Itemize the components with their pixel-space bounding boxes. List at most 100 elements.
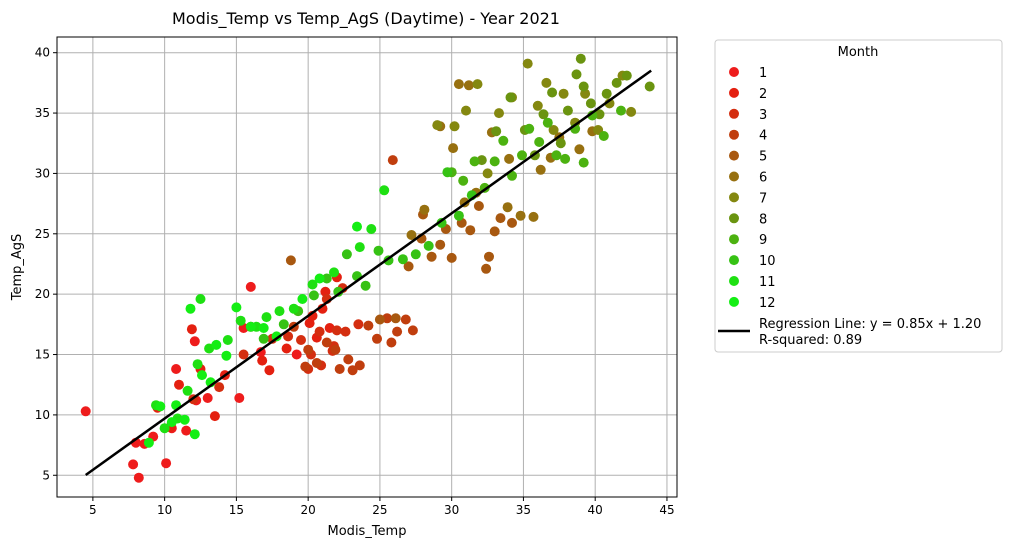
data-point [419, 204, 430, 215]
data-point [264, 365, 275, 376]
data-point [143, 437, 154, 448]
data-point [538, 109, 549, 120]
data-point [235, 315, 246, 326]
data-point [400, 314, 411, 325]
data-point [374, 314, 385, 325]
data-point [432, 120, 443, 131]
data-point [179, 414, 190, 425]
data-point [366, 224, 377, 234]
regression-layer [84, 69, 652, 476]
y-tick-label: 10 [35, 408, 50, 422]
data-point [558, 88, 569, 99]
legend-label: 7 [759, 191, 767, 206]
scatter-points [80, 53, 655, 483]
data-point [535, 164, 546, 175]
x-tick-label: 10 [157, 503, 172, 517]
data-point [598, 131, 609, 141]
legend-entry: 3 [729, 108, 767, 123]
data-point [465, 225, 476, 236]
y-tick-label: 15 [35, 348, 50, 362]
data-point [288, 303, 299, 314]
data-point [297, 294, 308, 304]
data-point [461, 105, 471, 116]
data-point [423, 240, 434, 251]
y-tick-label: 40 [35, 46, 50, 60]
data-point [245, 281, 256, 292]
data-point [560, 153, 571, 164]
data-point [181, 425, 192, 436]
legend-label: 10 [759, 254, 776, 269]
data-point [321, 273, 332, 284]
data-point [360, 280, 371, 291]
legend-marker [729, 234, 739, 245]
data-point [534, 137, 545, 147]
legend-label: 8 [759, 212, 767, 227]
legend-label: 9 [759, 233, 767, 248]
data-point [372, 333, 382, 344]
data-point [504, 153, 515, 164]
data-point [171, 364, 182, 374]
series-month-5 [285, 201, 517, 325]
legend-entry: 10 [729, 254, 776, 269]
data-point [482, 168, 493, 179]
data-point [551, 150, 562, 161]
legend-marker [729, 108, 739, 119]
data-point [495, 213, 506, 224]
legend-marker [729, 192, 739, 203]
x-tick-label: 25 [372, 503, 387, 517]
data-point [575, 53, 586, 64]
data-point [435, 239, 446, 250]
data-point [155, 401, 166, 412]
data-point [532, 100, 543, 111]
y-tick-label: 20 [35, 287, 50, 301]
data-point [307, 279, 318, 290]
data-point [296, 335, 306, 345]
data-point [379, 185, 390, 196]
data-point [261, 312, 272, 323]
data-point [353, 319, 364, 330]
data-point [505, 92, 516, 103]
x-tick-label: 15 [229, 503, 244, 517]
data-point [403, 261, 414, 272]
y-ticks: 5 10 15 20 25 30 35 40 [35, 46, 57, 482]
x-tick-label: 5 [89, 503, 97, 517]
data-point [234, 393, 245, 403]
series-month-7 [432, 58, 637, 179]
data-point [331, 325, 342, 336]
data-point [300, 361, 311, 372]
data-point [574, 144, 585, 155]
data-point [257, 355, 268, 366]
data-point [498, 135, 509, 146]
data-point [387, 155, 398, 166]
data-point [209, 411, 220, 422]
y-tick-label: 30 [35, 166, 50, 180]
data-point [330, 344, 341, 355]
data-point [502, 202, 513, 213]
data-point [522, 58, 533, 69]
legend-entry: 6 [729, 171, 767, 186]
data-point [453, 79, 464, 90]
legend-marker [729, 213, 739, 224]
data-point [578, 157, 589, 168]
data-point [484, 251, 494, 262]
data-point [341, 249, 352, 260]
legend-entry: 4 [729, 129, 767, 144]
data-point [182, 385, 193, 396]
legend-entry: 7 [729, 191, 767, 206]
data-point [469, 156, 480, 167]
data-point [258, 333, 269, 344]
data-point [542, 117, 553, 128]
data-point [283, 331, 294, 342]
data-point [311, 358, 322, 368]
legend-regression-label: Regression Line: y = 0.85x + 1.20 [759, 317, 981, 332]
data-point [303, 344, 314, 355]
data-point [436, 217, 447, 228]
x-tick-label: 45 [659, 503, 674, 517]
data-point [494, 108, 504, 119]
data-point [390, 313, 401, 324]
legend-label: 4 [759, 129, 767, 144]
data-point [446, 252, 457, 263]
data-point [397, 254, 408, 265]
data-point [174, 379, 184, 390]
data-point [197, 370, 207, 381]
